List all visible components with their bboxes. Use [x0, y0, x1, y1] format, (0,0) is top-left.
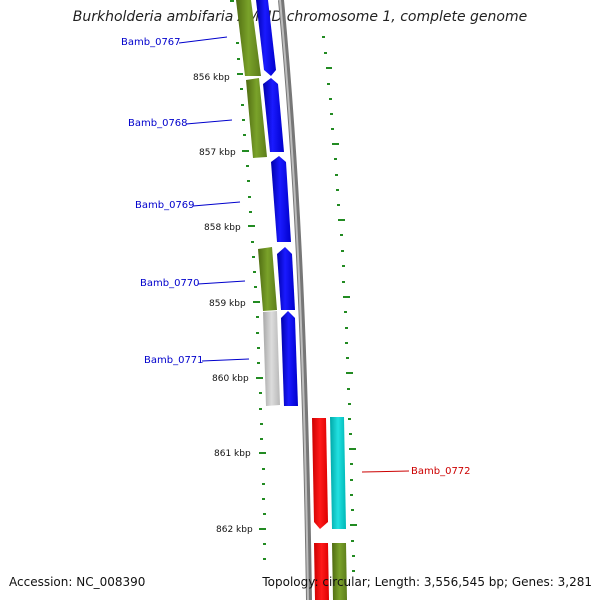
- leader-0771: [201, 358, 250, 362]
- kbp-label-858: 858 kbp: [204, 223, 241, 233]
- gene-blue-e[interactable]: [281, 311, 298, 406]
- gene-gray[interactable]: [263, 311, 280, 406]
- gene-blue-d[interactable]: [277, 247, 295, 310]
- gene-label-bamb-0772[interactable]: Bamb_0772: [411, 466, 471, 477]
- gene-label-bamb-0767[interactable]: Bamb_0767: [121, 37, 181, 48]
- gene-olive-b[interactable]: [246, 78, 267, 158]
- leader-0768: [185, 119, 233, 125]
- kbp-label-860: 860 kbp: [212, 374, 249, 384]
- gene-olive-a[interactable]: [236, 0, 261, 76]
- leader-0770: [197, 280, 246, 285]
- gene-label-bamb-0770[interactable]: Bamb_0770: [140, 278, 200, 289]
- gene-blue-b[interactable]: [263, 78, 284, 152]
- inner-tick-ring: [230, 0, 266, 560]
- kbp-label-856: 856 kbp: [193, 73, 230, 83]
- kbp-label-862: 862 kbp: [216, 525, 253, 535]
- kbp-label-857: 857 kbp: [199, 148, 236, 158]
- gene-olive-c[interactable]: [258, 247, 277, 311]
- gene-red-a[interactable]: [312, 418, 328, 529]
- gene-label-bamb-0769[interactable]: Bamb_0769: [135, 200, 195, 211]
- accession-text: Accession: NC_008390: [9, 575, 146, 589]
- topology-text: Topology: circular; Length: 3,556,545 bp…: [262, 575, 592, 589]
- leader-0767: [178, 36, 228, 44]
- gene-olive-d[interactable]: [332, 543, 347, 600]
- gene-label-bamb-0768[interactable]: Bamb_0768: [128, 118, 188, 129]
- gene-cyan[interactable]: [330, 417, 346, 529]
- gene-blue-c[interactable]: [271, 156, 291, 242]
- kbp-label-861: 861 kbp: [214, 449, 251, 459]
- leader-0772: [361, 470, 410, 473]
- genome-title: Burkholderia ambifaria AMMD chromosome 1…: [72, 9, 528, 25]
- leader-0769: [192, 201, 241, 207]
- gene-red-b[interactable]: [314, 543, 329, 600]
- kbp-label-859: 859 kbp: [209, 299, 246, 309]
- outer-tick-ring: [322, 36, 357, 572]
- gene-label-bamb-0771[interactable]: Bamb_0771: [144, 355, 204, 366]
- gene-blue-a[interactable]: [256, 0, 276, 76]
